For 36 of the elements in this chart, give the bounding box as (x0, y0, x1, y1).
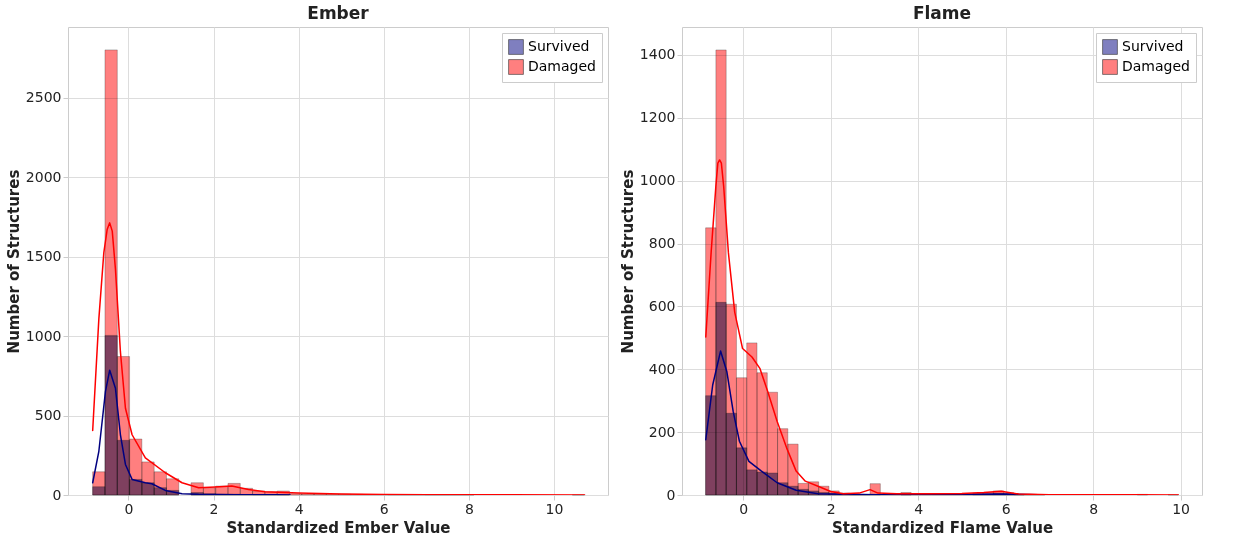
y-tick-label: 800 (648, 235, 676, 252)
x-tick-label: 10 (545, 500, 564, 517)
x-tick-label: 0 (124, 500, 134, 517)
legend-label: Survived (528, 38, 590, 54)
chart-title: Ember (307, 3, 370, 23)
chart-title: Flame (912, 3, 972, 23)
x-tick-label: 4 (294, 500, 304, 517)
y-tick-label: 600 (648, 297, 676, 314)
y-tick-label: 1500 (25, 248, 62, 265)
x-tick-label: 8 (1089, 500, 1099, 517)
x-tick-label: 8 (464, 500, 474, 517)
y-tick-label: 400 (648, 360, 676, 377)
y-tick-label: 1200 (639, 109, 676, 126)
y-tick-label: 0 (666, 486, 676, 503)
x-tick-label: 6 (1001, 500, 1011, 517)
y-tick-label: 500 (34, 407, 62, 424)
x-tick-label: 2 (826, 500, 836, 517)
x-tick-label: 2 (209, 500, 219, 517)
y-tick-label: 1000 (25, 327, 62, 344)
x-tick-label: 0 (739, 500, 749, 517)
legend-label: Damaged (528, 58, 596, 74)
y-axis-title: Number of Structures (618, 169, 637, 354)
y-tick-label: 2000 (25, 168, 62, 185)
x-tick-label: 4 (914, 500, 924, 517)
x-axis-title: Standardized Flame Value (831, 518, 1054, 537)
y-tick-label: 2500 (25, 89, 62, 106)
y-tick-label: 1400 (639, 46, 676, 63)
legend-label: Damaged (1122, 58, 1190, 74)
y-tick-label: 0 (52, 486, 62, 503)
y-axis-title: Number of Structures (4, 169, 23, 354)
x-tick-label: 10 (1172, 500, 1190, 517)
x-axis-title: Standardized Ember Value (226, 518, 451, 537)
x-tick-label: 6 (379, 500, 389, 517)
y-tick-label: 1000 (639, 172, 676, 189)
y-tick-label: 200 (648, 423, 676, 440)
legend-label: Survived (1122, 38, 1184, 54)
